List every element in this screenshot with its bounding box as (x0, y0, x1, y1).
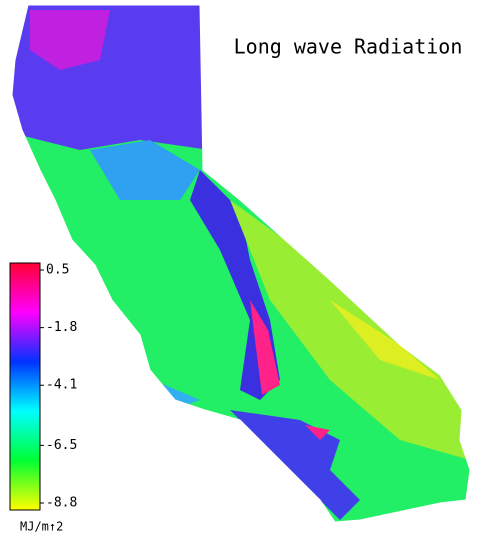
colorbar-tick-label: 0.5 (46, 263, 69, 278)
colorbar-unit: MJ/m↑2 (20, 520, 63, 534)
colorbar (9, 262, 41, 511)
state-border (11, 4, 471, 523)
colorbar-tick-label: -8.8 (46, 496, 77, 511)
map-title: Long wave Radiation (234, 35, 463, 59)
colorbar-tick-label: -1.8 (46, 320, 77, 335)
colorbar-tick-label: -4.1 (46, 378, 77, 393)
colorbar-tick-label: -6.5 (46, 438, 77, 453)
